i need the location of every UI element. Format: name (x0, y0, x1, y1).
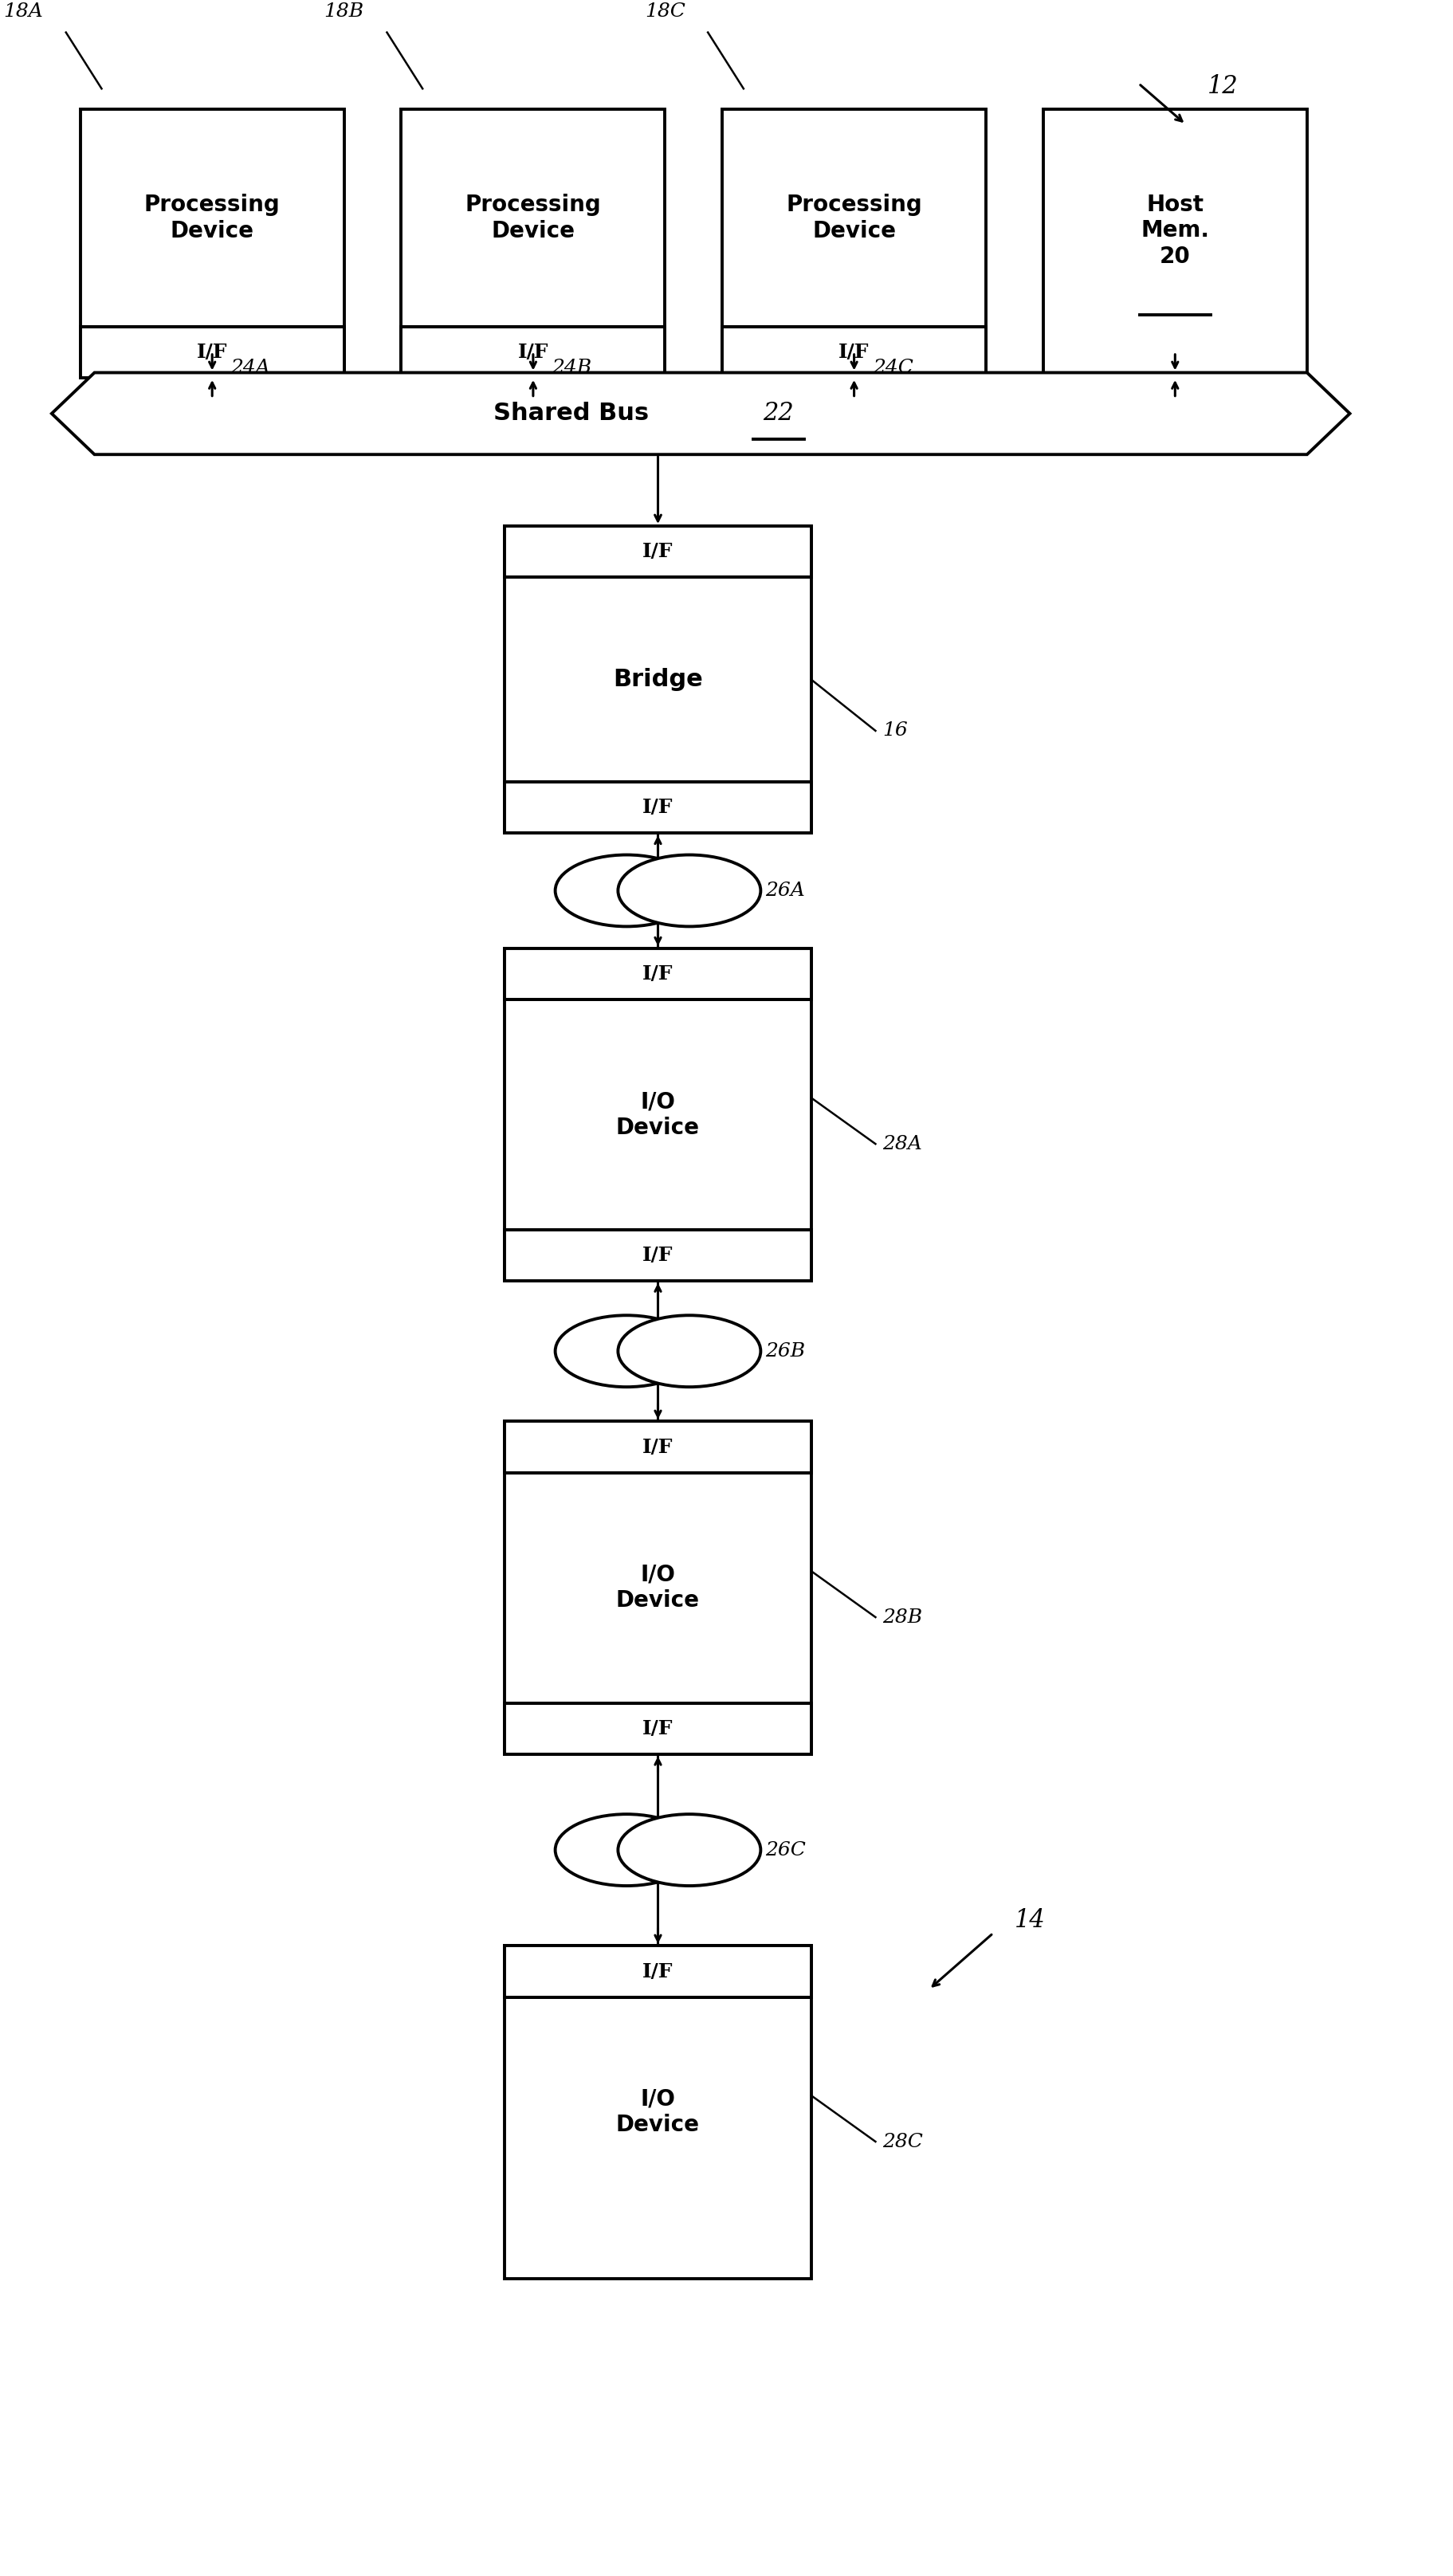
Bar (401, 108, 665, 379)
Text: 12: 12 (1207, 75, 1238, 98)
Bar (504, 526, 811, 832)
Ellipse shape (618, 1316, 761, 1386)
Text: I/O
Device: I/O Device (616, 1564, 700, 1613)
Ellipse shape (555, 1814, 697, 1886)
Bar (504, 1945, 811, 1996)
Text: 28C: 28C (882, 2133, 923, 2151)
Text: Bridge: Bridge (613, 667, 703, 690)
Text: I/F: I/F (642, 799, 673, 817)
Text: I/F: I/F (517, 343, 548, 361)
Text: 24A: 24A (231, 358, 270, 376)
Bar (504, 783, 811, 832)
Text: 24C: 24C (873, 358, 912, 376)
Bar (504, 1229, 811, 1280)
Text: Processing
Device: Processing Device (786, 193, 923, 242)
Text: 16: 16 (882, 721, 908, 739)
Text: 24B: 24B (552, 358, 591, 376)
Text: I/F: I/F (642, 1437, 673, 1455)
Polygon shape (52, 374, 1350, 453)
Bar (504, 948, 811, 1280)
Bar (504, 526, 811, 577)
Text: I/F: I/F (642, 1718, 673, 1739)
Text: 18A: 18A (3, 3, 44, 21)
Ellipse shape (618, 1814, 761, 1886)
Text: Shared Bus: Shared Bus (493, 402, 648, 425)
Ellipse shape (618, 855, 761, 927)
Text: 28B: 28B (882, 1607, 923, 1625)
Bar (80, 108, 344, 379)
Bar (722, 327, 987, 379)
Text: I/F: I/F (642, 1963, 673, 1981)
Text: I/O
Device: I/O Device (616, 2089, 700, 2136)
Ellipse shape (555, 855, 697, 927)
Text: I/F: I/F (642, 963, 673, 984)
Text: I/O
Device: I/O Device (616, 1090, 700, 1139)
Bar (504, 948, 811, 999)
Text: 26A: 26A (764, 881, 805, 899)
Text: I/F: I/F (642, 1247, 673, 1265)
Text: Processing
Device: Processing Device (144, 193, 280, 242)
Text: Processing
Device: Processing Device (465, 193, 602, 242)
Bar (80, 327, 344, 379)
Bar (504, 1703, 811, 1754)
Text: 18B: 18B (324, 3, 365, 21)
Text: Host
Mem.
20: Host Mem. 20 (1141, 193, 1209, 268)
Text: 14: 14 (1014, 1909, 1046, 1932)
Text: 28A: 28A (882, 1136, 923, 1154)
Text: I/F: I/F (642, 541, 673, 562)
Text: I/F: I/F (196, 343, 228, 361)
Bar (504, 1945, 811, 2280)
Bar (1043, 108, 1308, 379)
Bar (401, 327, 665, 379)
Text: 22: 22 (763, 402, 795, 425)
Bar (722, 108, 987, 379)
Text: 18C: 18C (645, 3, 686, 21)
Text: I/F: I/F (838, 343, 869, 361)
Text: 26C: 26C (764, 1842, 805, 1860)
Ellipse shape (555, 1316, 697, 1386)
Bar (504, 1422, 811, 1754)
Text: 26B: 26B (764, 1342, 805, 1360)
Bar (504, 1422, 811, 1473)
